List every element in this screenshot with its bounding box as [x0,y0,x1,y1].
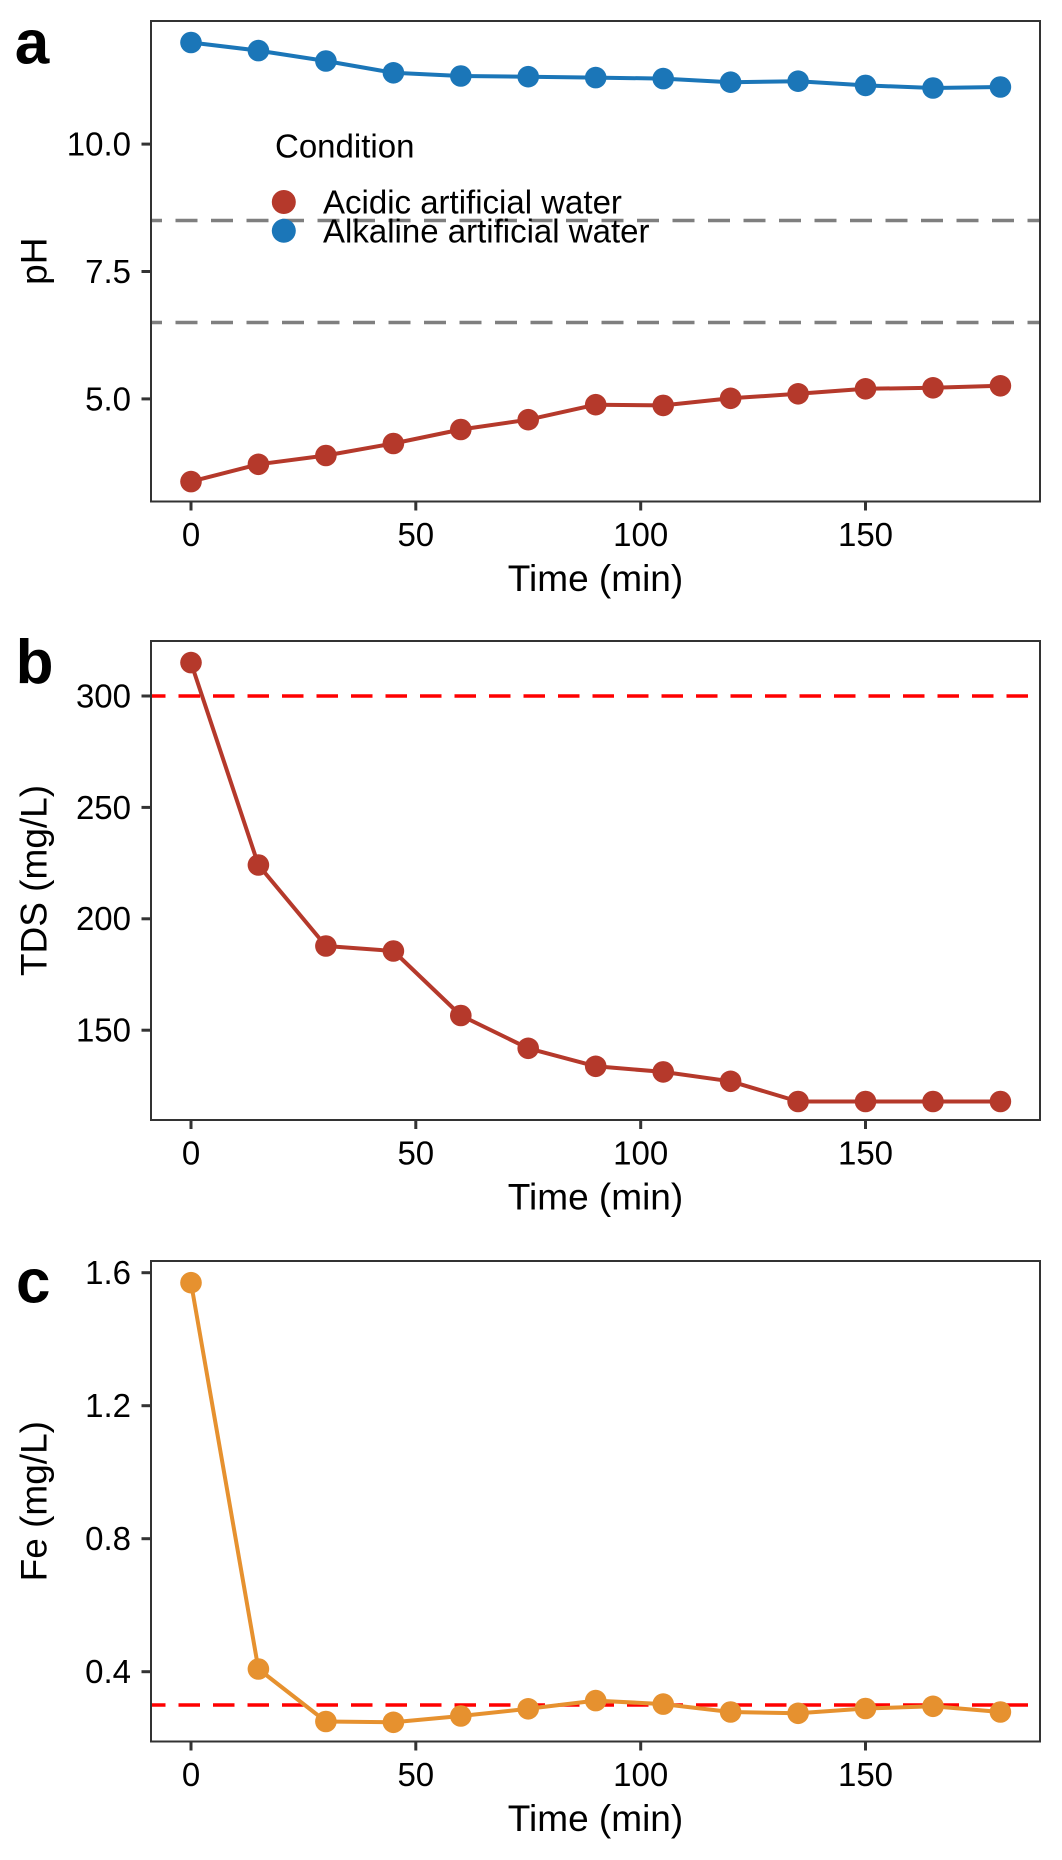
svg-text:Fe (mg/L): Fe (mg/L) [14,1421,55,1581]
svg-text:0.4: 0.4 [85,1653,131,1690]
svg-text:0: 0 [182,516,200,553]
svg-text:5.0: 5.0 [85,380,131,417]
svg-text:Time (min): Time (min) [508,558,683,599]
svg-text:Time (min): Time (min) [508,1798,683,1839]
svg-text:1.2: 1.2 [85,1387,131,1424]
svg-text:0: 0 [182,1756,200,1793]
svg-text:b: b [16,628,54,697]
svg-text:pH: pH [14,238,55,285]
svg-text:200: 200 [76,900,131,937]
svg-text:250: 250 [76,789,131,826]
svg-text:300: 300 [76,677,131,714]
svg-text:100: 100 [613,1756,668,1793]
svg-text:100: 100 [613,516,668,553]
svg-text:0.8: 0.8 [85,1520,131,1557]
svg-text:c: c [16,1248,50,1317]
svg-text:Acidic artificial water: Acidic artificial water [323,184,622,221]
svg-text:7.5: 7.5 [85,253,131,290]
svg-text:150: 150 [838,1135,893,1172]
svg-text:100: 100 [613,1135,668,1172]
svg-text:50: 50 [397,1135,434,1172]
svg-text:TDS (mg/L): TDS (mg/L) [14,785,55,976]
svg-text:1.6: 1.6 [85,1254,131,1291]
svg-text:a: a [15,9,50,78]
svg-text:Time (min): Time (min) [508,1177,683,1218]
svg-text:50: 50 [397,1756,434,1793]
svg-text:50: 50 [397,516,434,553]
svg-text:0: 0 [182,1135,200,1172]
svg-text:150: 150 [838,516,893,553]
svg-text:150: 150 [76,1012,131,1049]
svg-text:150: 150 [838,1756,893,1793]
svg-text:Alkaline artificial water: Alkaline artificial water [323,212,649,249]
svg-text:Condition: Condition [275,128,414,165]
svg-text:10.0: 10.0 [67,126,131,163]
